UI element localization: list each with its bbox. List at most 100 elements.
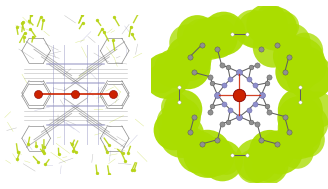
Point (278, 151, 283, 154)
Point (259, 93, 264, 96)
Point (275, 143, 280, 146)
Point (298, 109, 303, 112)
Point (251, 165, 256, 168)
Point (307, 75, 312, 78)
Point (210, 105, 215, 108)
Point (222, 102, 227, 105)
Point (246, 108, 251, 111)
Point (282, 71, 287, 74)
Point (173, 106, 178, 109)
Point (215, 37, 220, 40)
Point (219, 64, 224, 67)
Point (312, 78, 317, 81)
Point (219, 122, 224, 125)
Point (267, 149, 273, 152)
Point (275, 150, 280, 153)
Point (295, 151, 300, 154)
Point (207, 37, 212, 40)
Point (252, 102, 257, 105)
Point (266, 111, 272, 114)
Point (314, 108, 319, 111)
Point (259, 138, 264, 141)
Point (255, 64, 260, 67)
Point (176, 100, 182, 103)
Point (185, 41, 190, 44)
Point (273, 27, 278, 30)
Point (224, 28, 229, 31)
Point (237, 93, 242, 96)
Point (179, 116, 184, 119)
Point (259, 48, 264, 51)
Point (298, 126, 303, 129)
Point (215, 93, 220, 96)
Point (264, 23, 270, 26)
Point (176, 86, 182, 89)
Point (229, 33, 235, 36)
Point (192, 71, 197, 74)
Point (158, 77, 164, 80)
Point (283, 24, 288, 27)
Point (186, 57, 191, 60)
Point (221, 32, 226, 35)
Point (212, 155, 217, 158)
Point (164, 74, 169, 77)
Point (225, 66, 231, 69)
Point (199, 36, 204, 40)
Point (264, 161, 269, 164)
Point (229, 153, 235, 156)
Point (244, 33, 250, 36)
Point (207, 75, 213, 78)
Point (215, 138, 220, 141)
Point (248, 120, 254, 123)
Point (248, 66, 254, 69)
Point (208, 163, 213, 166)
Point (195, 34, 200, 37)
Point (307, 122, 313, 125)
Point (297, 86, 302, 89)
Point (298, 60, 304, 63)
Point (210, 81, 215, 84)
Point (305, 138, 310, 141)
Point (268, 17, 273, 20)
Point (185, 65, 191, 68)
Point (172, 120, 177, 123)
Point (255, 122, 260, 125)
Point (237, 71, 242, 74)
Point (171, 129, 176, 132)
Point (215, 48, 220, 51)
Point (171, 67, 176, 70)
Point (266, 164, 272, 167)
Point (297, 117, 302, 120)
Point (183, 57, 188, 60)
Point (237, 115, 242, 118)
Point (254, 159, 259, 162)
Point (180, 108, 186, 111)
Point (266, 75, 272, 78)
Point (302, 49, 308, 52)
Point (305, 65, 310, 68)
Point (187, 131, 193, 134)
Point (264, 81, 269, 84)
Point (225, 120, 231, 123)
Point (198, 150, 204, 153)
Point (192, 115, 197, 118)
Point (271, 46, 276, 49)
Point (297, 136, 302, 139)
Point (222, 84, 227, 87)
Point (174, 67, 179, 70)
Point (282, 115, 287, 118)
Point (223, 160, 229, 163)
Point (286, 131, 292, 134)
Point (246, 78, 251, 81)
Point (250, 27, 255, 30)
Point (199, 43, 204, 46)
Point (252, 84, 257, 87)
Point (290, 40, 295, 43)
Point (228, 78, 233, 81)
Point (297, 100, 302, 103)
Point (212, 33, 217, 36)
Point (264, 105, 269, 108)
Point (207, 111, 213, 114)
Point (254, 28, 259, 31)
Point (244, 153, 250, 156)
